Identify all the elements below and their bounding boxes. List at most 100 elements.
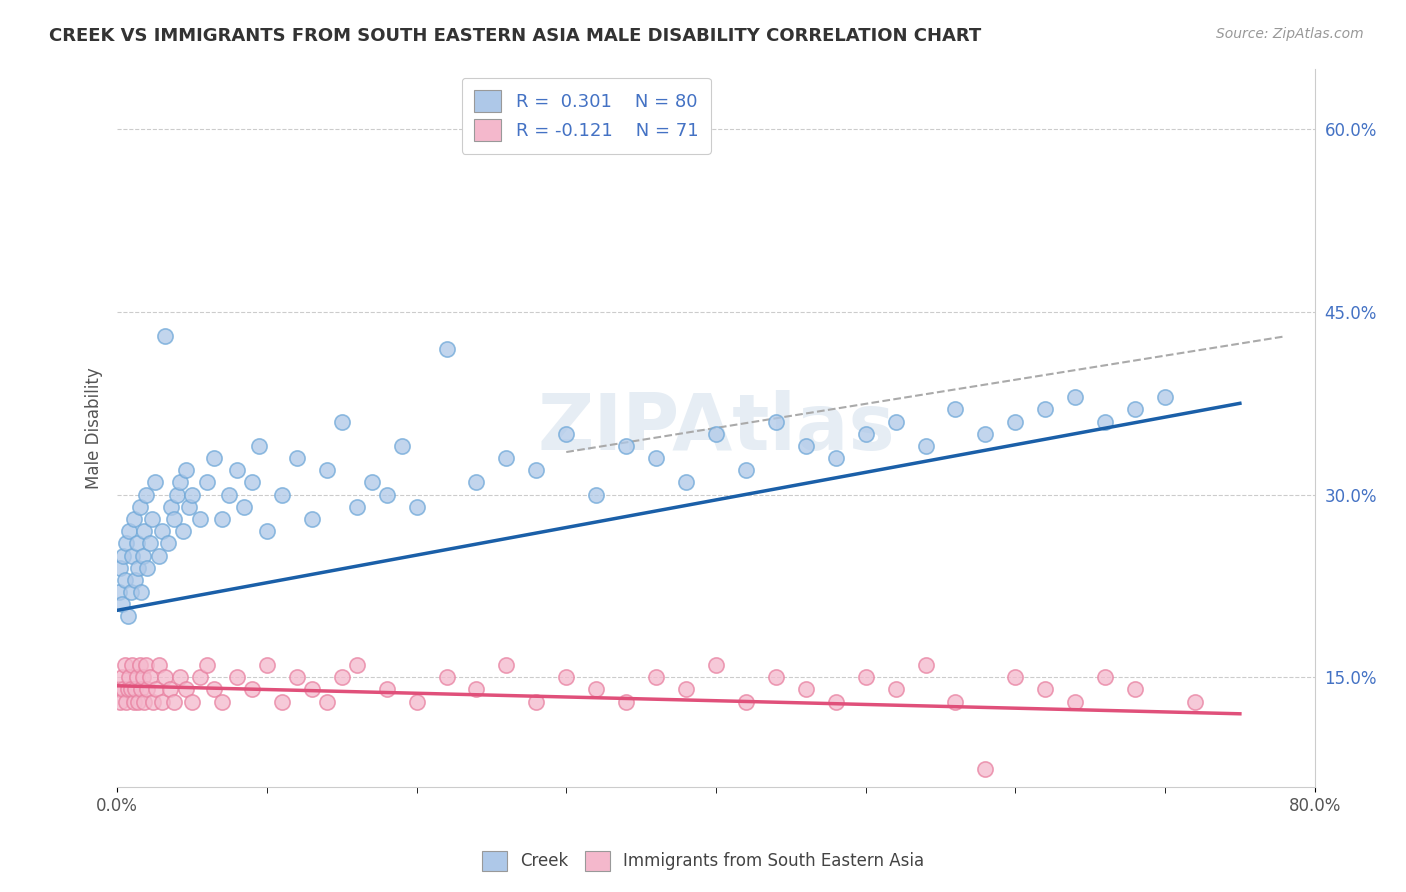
- Point: [270, 488, 292, 502]
- Y-axis label: Male Disability: Male Disability: [86, 367, 103, 489]
- Point: [136, 682, 159, 697]
- Point: [135, 658, 157, 673]
- Point: [188, 670, 211, 684]
- Point: [163, 695, 186, 709]
- Point: [150, 524, 173, 538]
- Legend: Creek, Immigrants from South Eastern Asia: Creek, Immigrants from South Eastern Asi…: [474, 842, 932, 880]
- Point: [465, 475, 488, 490]
- Point: [181, 488, 204, 502]
- Point: [614, 439, 637, 453]
- Point: [114, 658, 136, 673]
- Point: [211, 695, 233, 709]
- Text: Source: ZipAtlas.com: Source: ZipAtlas.com: [1216, 27, 1364, 41]
- Point: [855, 426, 877, 441]
- Point: [240, 682, 263, 697]
- Point: [143, 475, 166, 490]
- Point: [247, 439, 270, 453]
- Point: [174, 682, 197, 697]
- Point: [188, 512, 211, 526]
- Point: [226, 463, 249, 477]
- Point: [160, 500, 183, 514]
- Point: [555, 426, 578, 441]
- Point: [1064, 390, 1087, 404]
- Point: [131, 549, 153, 563]
- Point: [204, 682, 226, 697]
- Point: [360, 475, 382, 490]
- Point: [884, 415, 907, 429]
- Point: [195, 475, 218, 490]
- Point: [301, 682, 323, 697]
- Point: [125, 670, 148, 684]
- Point: [465, 682, 488, 697]
- Point: [181, 695, 204, 709]
- Point: [1004, 415, 1026, 429]
- Point: [226, 670, 249, 684]
- Point: [117, 682, 139, 697]
- Point: [166, 488, 188, 502]
- Point: [142, 695, 165, 709]
- Point: [1004, 670, 1026, 684]
- Point: [914, 439, 936, 453]
- Point: [115, 695, 138, 709]
- Point: [111, 670, 134, 684]
- Point: [127, 695, 149, 709]
- Point: [108, 560, 131, 574]
- Point: [1123, 402, 1146, 417]
- Point: [524, 695, 547, 709]
- Point: [495, 451, 517, 466]
- Point: [122, 695, 145, 709]
- Point: [1094, 670, 1116, 684]
- Point: [124, 573, 146, 587]
- Point: [436, 342, 458, 356]
- Point: [1184, 695, 1206, 709]
- Point: [128, 658, 150, 673]
- Point: [675, 475, 697, 490]
- Point: [1033, 402, 1056, 417]
- Point: [765, 670, 787, 684]
- Point: [270, 695, 292, 709]
- Point: [1064, 695, 1087, 709]
- Point: [735, 463, 758, 477]
- Point: [107, 682, 129, 697]
- Point: [150, 695, 173, 709]
- Point: [704, 658, 727, 673]
- Point: [125, 536, 148, 550]
- Point: [346, 658, 368, 673]
- Point: [136, 560, 159, 574]
- Point: [315, 695, 337, 709]
- Point: [315, 463, 337, 477]
- Point: [135, 488, 157, 502]
- Point: [233, 500, 256, 514]
- Point: [645, 670, 668, 684]
- Point: [524, 463, 547, 477]
- Point: [495, 658, 517, 673]
- Point: [148, 658, 170, 673]
- Point: [124, 682, 146, 697]
- Point: [172, 524, 194, 538]
- Point: [945, 402, 967, 417]
- Point: [134, 695, 156, 709]
- Point: [645, 451, 668, 466]
- Point: [914, 658, 936, 673]
- Point: [301, 512, 323, 526]
- Point: [127, 560, 149, 574]
- Point: [114, 573, 136, 587]
- Text: ZIPAtlas: ZIPAtlas: [537, 390, 894, 466]
- Point: [974, 426, 997, 441]
- Point: [118, 670, 141, 684]
- Point: [174, 463, 197, 477]
- Point: [1154, 390, 1177, 404]
- Point: [765, 415, 787, 429]
- Point: [139, 670, 162, 684]
- Point: [218, 488, 240, 502]
- Point: [117, 609, 139, 624]
- Point: [824, 695, 846, 709]
- Point: [375, 682, 398, 697]
- Point: [1033, 682, 1056, 697]
- Point: [107, 585, 129, 599]
- Point: [974, 762, 997, 776]
- Point: [824, 451, 846, 466]
- Point: [704, 426, 727, 441]
- Point: [148, 549, 170, 563]
- Point: [121, 658, 143, 673]
